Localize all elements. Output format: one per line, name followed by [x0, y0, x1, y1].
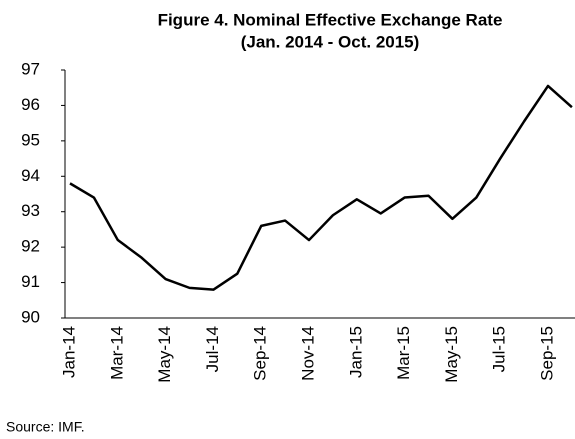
- x-tick-label: May-14: [155, 326, 174, 383]
- x-tick-label: Jan-15: [346, 326, 365, 378]
- y-tick-label: 95: [21, 130, 40, 149]
- x-tick-label: Sep-15: [537, 326, 556, 381]
- chart-title: Figure 4. Nominal Effective Exchange Rat…: [158, 10, 503, 29]
- x-tick-label: Nov-14: [298, 326, 317, 381]
- x-tick-label: Mar-15: [394, 326, 413, 380]
- y-tick-label: 94: [21, 166, 40, 185]
- y-tick-label: 92: [21, 237, 40, 256]
- x-tick-label: May-15: [442, 326, 461, 383]
- y-tick-label: 97: [21, 59, 40, 78]
- x-tick-label: Mar-14: [107, 326, 126, 380]
- y-tick-label: 96: [21, 95, 40, 114]
- x-tick-label: Jul-15: [490, 326, 509, 372]
- data-line: [69, 84, 573, 291]
- x-tick-label: Jan-14: [59, 326, 78, 378]
- y-tick-label: 91: [21, 272, 40, 291]
- y-tick-label: 93: [21, 201, 40, 220]
- y-tick-label: 90: [21, 307, 40, 326]
- x-tick-label: Jul-14: [203, 326, 222, 372]
- chart-subtitle: (Jan. 2014 - Oct. 2015): [241, 32, 420, 51]
- x-tick-label: Sep-14: [251, 326, 270, 381]
- source-note: Source: IMF.: [6, 419, 85, 435]
